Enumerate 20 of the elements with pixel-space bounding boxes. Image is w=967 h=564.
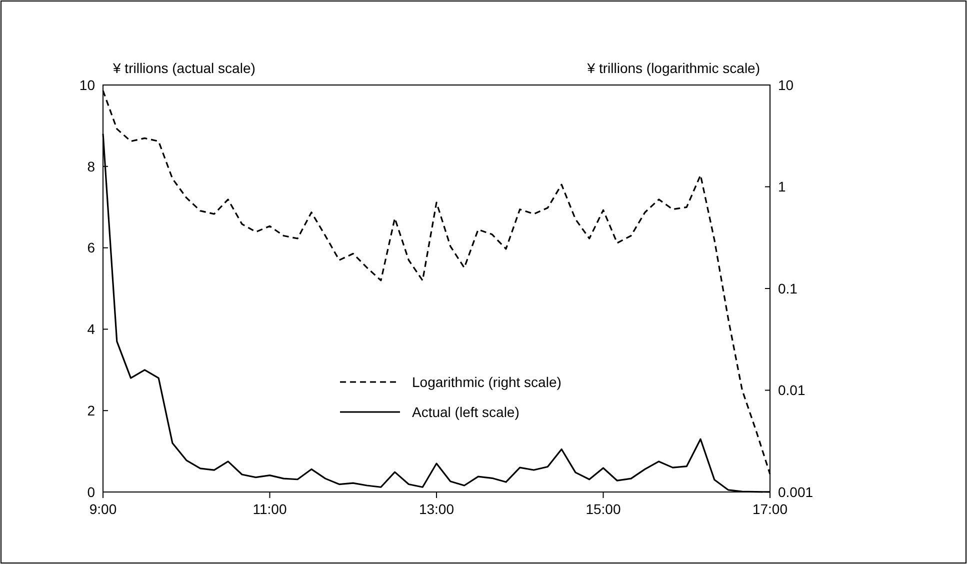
legend-label: Actual (left scale)	[412, 404, 520, 420]
y2-axis-title: ¥ trillions (logarithmic scale)	[586, 60, 760, 76]
y2-tick-label: 1	[778, 178, 786, 195]
y2-tick-label: 0.1	[778, 280, 798, 296]
y-axis-title: ¥ trillions (actual scale)	[112, 60, 256, 76]
y-tick-label: 8	[87, 158, 96, 174]
legend-label: Logarithmic (right scale)	[412, 374, 562, 390]
y-tick-label: 6	[87, 240, 96, 256]
y2-tick-label: 0.01	[778, 382, 806, 398]
y-tick-label: 0	[87, 484, 96, 500]
x-tick-label: 17:00	[752, 501, 788, 517]
y2-tick-label: 10	[778, 76, 794, 93]
x-tick-label: 15:00	[586, 501, 621, 517]
y-tick-label: 2	[87, 402, 96, 418]
y-tick-label: 10	[79, 76, 96, 93]
y-tick-label: 4	[87, 321, 96, 338]
x-tick-label: 9:00	[89, 501, 117, 517]
x-tick-label: 11:00	[252, 501, 287, 517]
x-tick-label: 13:00	[418, 501, 454, 517]
y2-tick-label: 0.001	[778, 484, 814, 500]
